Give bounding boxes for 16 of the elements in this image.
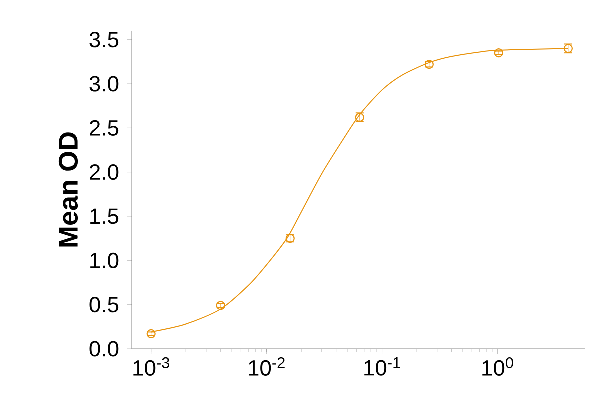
x-tick-label: 10$^{-1}$ (364, 358, 400, 376)
y-tick-label: 1.5 (90, 208, 119, 224)
y-tick-label: 3.0 (90, 76, 119, 92)
y-tick-label: 2.5 (90, 120, 119, 136)
point (146, 329, 156, 339)
y-tick-label: 1.0 (90, 252, 119, 268)
point (494, 48, 504, 58)
x-tick-label: 10$^{-3}$ (134, 358, 170, 376)
x-tick-label: 10$^{0}$ (482, 358, 514, 376)
y-tick-label: 0.0 (90, 341, 119, 357)
y-axis-title: Mean OD (58, 132, 78, 247)
x-tick-label: 10$^{-2}$ (249, 358, 285, 376)
y-tick-label: 3.5 (90, 32, 119, 48)
y-tick-label: 2.0 (90, 164, 119, 180)
point (216, 301, 226, 310)
y-tick-label: 0.5 (90, 297, 119, 313)
